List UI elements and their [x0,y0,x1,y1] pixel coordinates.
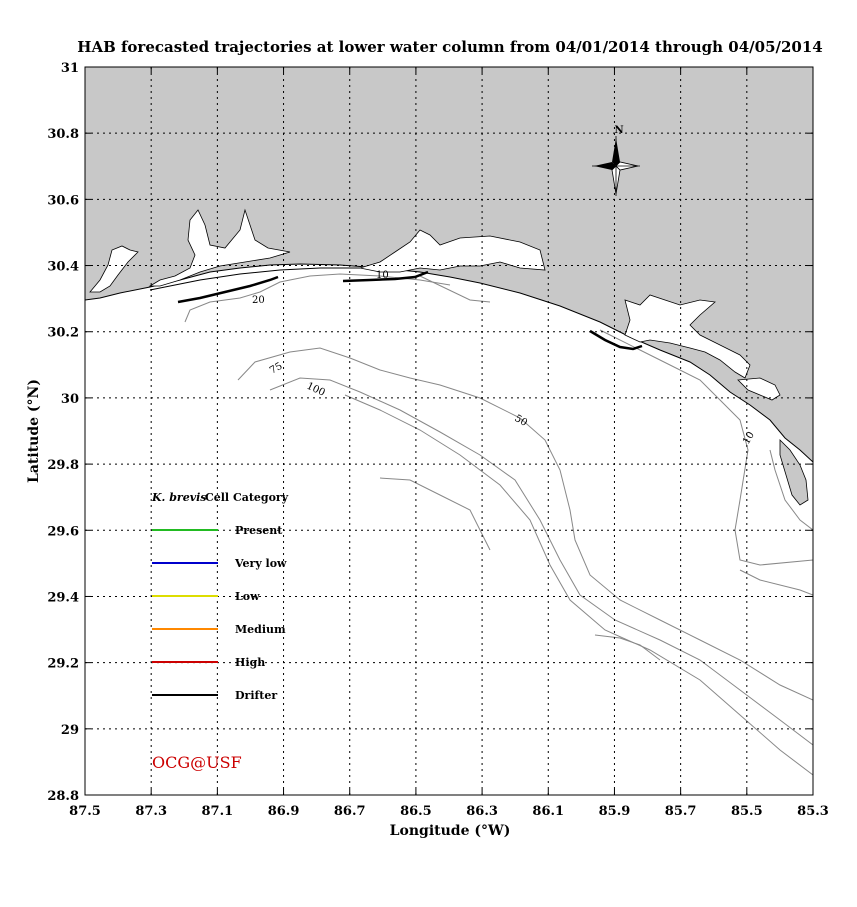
y-tick-label: 29.2 [47,657,79,672]
pensacola-bay [148,208,291,287]
barrier-island [149,267,360,291]
y-tick-label: 30.8 [47,127,79,142]
x-tick-label: 87.1 [202,804,234,819]
y-tick-label: 30.6 [47,193,79,208]
perdido-bay [89,245,139,293]
drifter-trajectories [177,270,643,351]
x-tick-label: 86.5 [400,804,432,819]
plot-frame [84,66,814,796]
x-tick-label: 86.9 [268,804,300,819]
x-tick-label: 85.9 [599,804,631,819]
x-tick-label: 86.1 [532,804,564,819]
contour-label: 10 [376,270,389,281]
legend-label: Low [235,590,260,603]
y-tick-label: 29.6 [47,524,79,539]
y-tick-label: 29.4 [47,590,79,605]
y-tick-label: 28.8 [47,789,79,804]
y-tick-label: 29.8 [47,458,79,473]
compass-north-label: N [614,125,623,136]
legend: K. brevis Cell Category Present Very low L… [151,491,289,702]
credit-label: OCG@USF [152,753,242,772]
legend-species: K. brevis [151,491,206,504]
y-tick-label: 30.4 [47,260,79,275]
x-tick-label: 85.3 [797,804,829,819]
x-axis-label: Longitude (°W) [390,823,511,839]
y-tick-label: 30.2 [47,326,79,341]
x-tick-label: 86.3 [466,804,498,819]
x-axis: 87.5 87.3 87.1 86.9 86.7 86.5 86.3 86.1 85.9 85.7… [69,67,829,819]
x-tick-label: 85.5 [731,804,763,819]
y-tick-label: 29 [61,723,79,738]
choctawhatchee-bay [359,229,546,273]
north-arrow-icon: N [592,125,640,196]
legend-label: Very low [234,557,287,570]
y-axis-label: Latitude (°N) [26,379,42,483]
bathymetry-contours [184,273,813,776]
legend-label: High [235,656,265,669]
cape-san-blas-land [779,439,809,506]
x-tick-label: 85.7 [665,804,697,819]
x-tick-label: 87.3 [135,804,167,819]
x-tick-label: 87.5 [69,804,101,819]
y-axis: 31 30.8 30.6 30.4 30.2 30 29.8 29.6 29.4 29.2 29 28… [47,61,813,804]
y-tick-label: 30 [61,392,79,407]
map-title: HAB forecasted trajectories at lower wat… [77,38,822,56]
legend-label: Present [235,524,283,537]
legend-label: Medium [235,623,286,636]
legend-label: Drifter [235,689,277,702]
y-tick-label: 31 [61,61,79,76]
legend-title: Cell Category [205,491,289,504]
contour-label: 20 [252,295,265,306]
x-tick-label: 86.7 [334,804,366,819]
st-andrew-bay [624,294,751,379]
